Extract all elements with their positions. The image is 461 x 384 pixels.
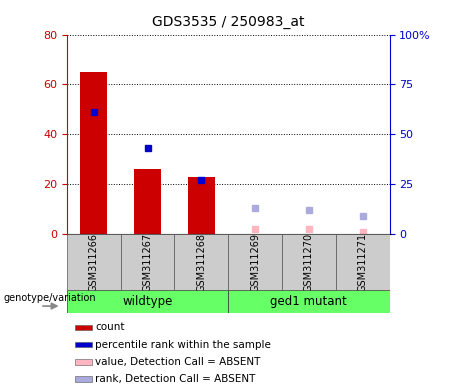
Text: GSM311268: GSM311268 <box>196 233 207 291</box>
Text: GSM311266: GSM311266 <box>89 233 99 291</box>
Bar <box>228 234 282 290</box>
Bar <box>67 234 121 290</box>
Bar <box>228 290 390 313</box>
Text: percentile rank within the sample: percentile rank within the sample <box>95 339 271 349</box>
Text: GSM311270: GSM311270 <box>304 233 314 291</box>
Bar <box>336 234 390 290</box>
Bar <box>282 234 336 290</box>
Text: genotype/variation: genotype/variation <box>3 293 96 303</box>
Bar <box>75 342 92 348</box>
Bar <box>67 290 228 313</box>
Text: wildtype: wildtype <box>122 295 173 308</box>
Bar <box>188 177 215 234</box>
Bar <box>80 72 107 234</box>
Bar <box>121 234 174 290</box>
Text: rank, Detection Call = ABSENT: rank, Detection Call = ABSENT <box>95 374 255 384</box>
Text: ged1 mutant: ged1 mutant <box>271 295 347 308</box>
Bar <box>75 376 92 382</box>
Text: GSM311271: GSM311271 <box>358 233 368 291</box>
Bar <box>174 234 228 290</box>
Text: GSM311267: GSM311267 <box>142 233 153 291</box>
Bar <box>134 169 161 234</box>
Bar <box>75 359 92 365</box>
Bar <box>75 324 92 330</box>
Text: value, Detection Call = ABSENT: value, Detection Call = ABSENT <box>95 357 260 367</box>
Text: count: count <box>95 322 124 332</box>
Text: GSM311269: GSM311269 <box>250 233 260 291</box>
Title: GDS3535 / 250983_at: GDS3535 / 250983_at <box>152 15 304 29</box>
